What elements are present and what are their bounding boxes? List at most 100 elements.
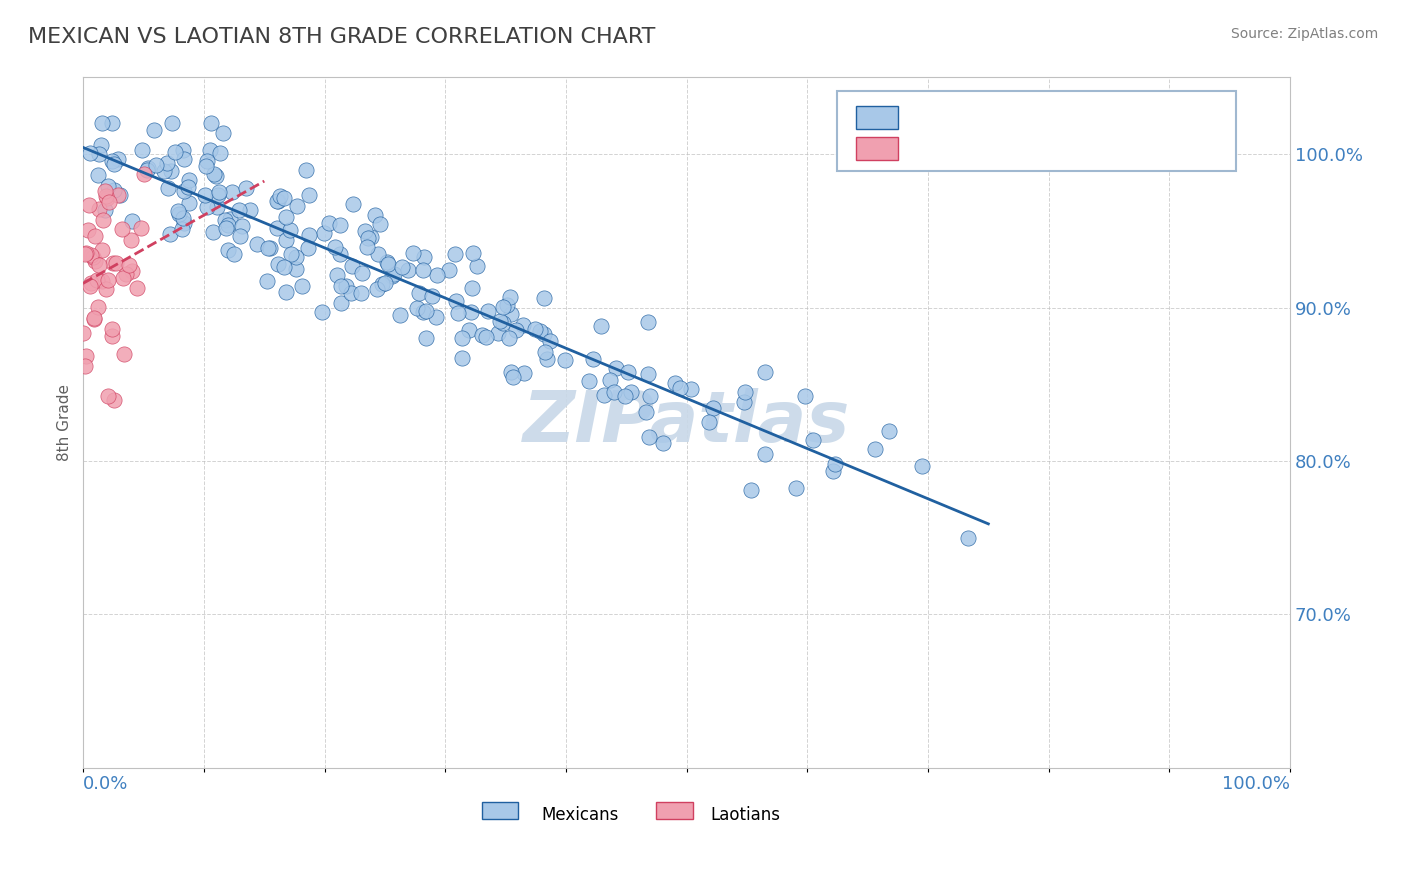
Point <box>389 309 412 323</box>
Point <box>360 229 382 244</box>
Point <box>512 318 534 333</box>
Point <box>533 292 555 306</box>
Point <box>115 267 138 281</box>
Point <box>103 393 125 408</box>
Point <box>205 200 228 214</box>
Point <box>391 260 413 274</box>
Point <box>83 229 105 244</box>
Point <box>533 344 555 359</box>
Text: Laotians: Laotians <box>711 805 780 823</box>
FancyBboxPatch shape <box>856 137 898 161</box>
Point <box>231 219 253 233</box>
Point <box>229 229 252 244</box>
Point <box>617 365 640 379</box>
Point <box>87 169 110 183</box>
Point <box>97 389 120 403</box>
Point <box>412 304 434 318</box>
Point <box>90 274 112 288</box>
Point <box>266 194 288 208</box>
Point <box>94 188 117 202</box>
Point <box>246 237 269 252</box>
Point <box>107 188 129 202</box>
Point <box>492 316 515 330</box>
Point <box>194 187 217 202</box>
Point <box>638 389 661 403</box>
Point <box>396 263 419 277</box>
Point <box>207 188 229 202</box>
Point <box>405 301 427 315</box>
Point <box>335 279 357 293</box>
Point <box>177 173 200 187</box>
Point <box>603 385 626 400</box>
Point <box>634 405 657 419</box>
Point <box>489 314 512 328</box>
Point <box>794 388 817 402</box>
Point <box>450 351 472 365</box>
Point <box>554 353 576 368</box>
Point <box>415 304 437 318</box>
Point <box>204 169 226 183</box>
Point <box>72 326 94 340</box>
Point <box>957 531 980 545</box>
Point <box>212 126 235 140</box>
Point <box>111 222 134 236</box>
Point <box>582 352 605 367</box>
Point <box>165 145 187 160</box>
Point <box>498 331 520 345</box>
Point <box>228 203 250 218</box>
Point <box>217 218 239 232</box>
Point <box>356 240 378 254</box>
Point <box>172 144 194 158</box>
Point <box>273 191 295 205</box>
Point <box>382 267 405 281</box>
Point <box>785 481 807 495</box>
Point <box>156 156 179 170</box>
Point <box>112 347 135 361</box>
Point <box>235 180 257 194</box>
Point <box>413 250 436 264</box>
Point <box>412 262 434 277</box>
Y-axis label: 8th Grade: 8th Grade <box>58 384 72 461</box>
Point <box>408 285 430 300</box>
Point <box>740 483 762 497</box>
Point <box>266 221 288 235</box>
Point <box>96 282 118 296</box>
Point <box>679 382 702 396</box>
Point <box>824 457 846 471</box>
Point <box>96 191 118 205</box>
Point <box>702 401 724 415</box>
Point <box>652 435 675 450</box>
Point <box>79 146 101 161</box>
Point <box>197 153 219 168</box>
Point <box>285 250 308 264</box>
Point <box>159 227 181 241</box>
Point <box>364 208 387 222</box>
Point <box>298 188 321 202</box>
Point <box>668 381 690 395</box>
Point <box>340 259 363 273</box>
Point <box>208 185 231 199</box>
Point <box>160 164 183 178</box>
Point <box>111 271 134 285</box>
Point <box>329 296 352 310</box>
Point <box>136 163 159 178</box>
Point <box>167 204 190 219</box>
Point <box>538 334 561 348</box>
Point <box>82 250 104 264</box>
Point <box>354 224 377 238</box>
Point <box>89 258 111 272</box>
Point <box>101 322 124 336</box>
Point <box>97 178 120 193</box>
Point <box>173 152 195 166</box>
Point <box>257 241 280 255</box>
Point <box>342 196 364 211</box>
Point <box>73 246 96 260</box>
Point <box>239 203 262 218</box>
Point <box>269 189 291 203</box>
Point <box>136 161 159 175</box>
Point <box>83 310 105 325</box>
Point <box>118 258 141 272</box>
Point <box>367 246 389 260</box>
Point <box>274 210 297 224</box>
Point <box>524 322 547 336</box>
